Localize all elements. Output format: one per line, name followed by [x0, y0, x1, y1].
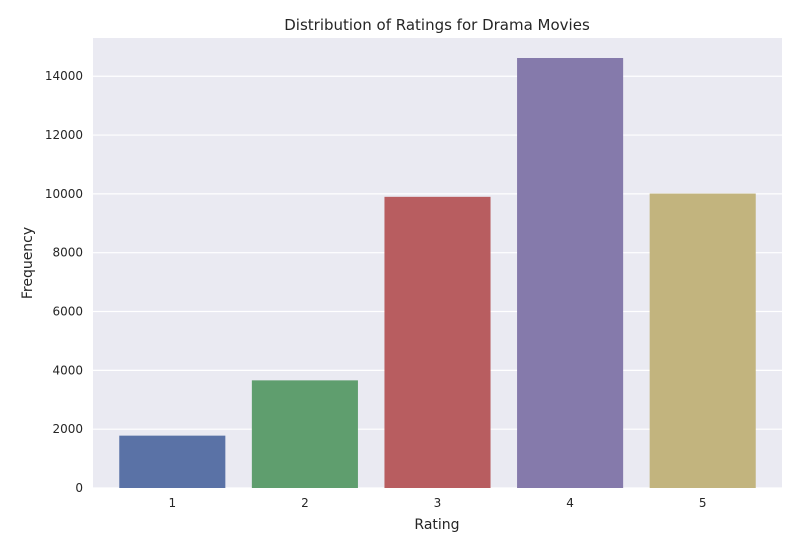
bar-rating-5 — [649, 193, 756, 488]
y-axis-ticks: 0 2000 4000 6000 8000 10000 12000 14000 — [45, 69, 83, 495]
bar-rating-1 — [119, 435, 226, 488]
bars — [119, 58, 756, 488]
x-axis-ticks: 1 2 3 4 5 — [168, 496, 706, 510]
y-axis-label: Frequency — [20, 227, 36, 299]
bar-rating-2 — [251, 380, 358, 488]
y-tick-label: 12000 — [45, 128, 83, 142]
x-axis-label: Rating — [414, 517, 459, 533]
bar-rating-4 — [517, 58, 624, 488]
y-tick-label: 14000 — [45, 69, 83, 83]
x-tick-label: 4 — [566, 496, 574, 510]
bar-rating-3 — [384, 196, 491, 488]
x-tick-label: 2 — [301, 496, 309, 510]
y-tick-label: 2000 — [52, 422, 83, 436]
y-tick-label: 0 — [75, 481, 83, 495]
y-tick-label: 6000 — [52, 305, 83, 319]
x-tick-label: 5 — [699, 496, 707, 510]
chart-title: Distribution of Ratings for Drama Movies — [284, 16, 590, 34]
y-tick-label: 10000 — [45, 187, 83, 201]
y-tick-label: 8000 — [52, 246, 83, 260]
y-tick-label: 4000 — [52, 363, 83, 377]
x-tick-label: 1 — [168, 496, 176, 510]
x-tick-label: 3 — [434, 496, 442, 510]
